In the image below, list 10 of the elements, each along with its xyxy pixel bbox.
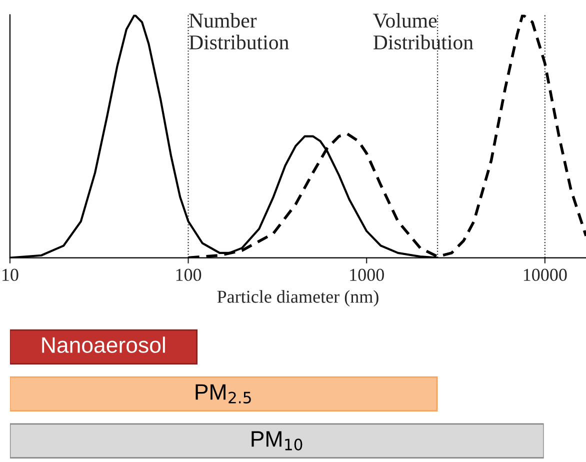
x-tick-label: 1000 (350, 268, 384, 281)
x-axis-title: Particle diameter (nm) (217, 290, 378, 307)
x-tick-label: 10000 (524, 268, 567, 281)
x-tick-label: 10 (2, 268, 18, 281)
x-tick-label: 100 (176, 268, 202, 281)
series-label: Volume Distribution (373, 12, 474, 50)
y-tick-label: Nanoaerosol (42, 336, 165, 353)
y-tick-label: PM$_{10}$ (252, 431, 302, 450)
y-tick-label: PM$_{2.5}$ (196, 384, 251, 404)
series-label: Number Distribution (189, 12, 289, 50)
